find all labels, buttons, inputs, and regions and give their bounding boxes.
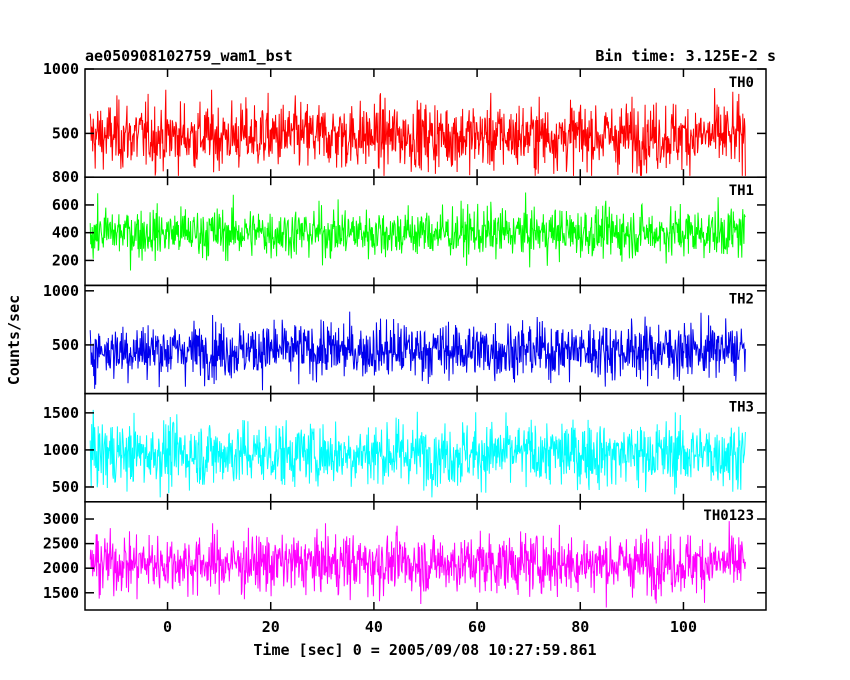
series-line-th3 bbox=[89, 409, 746, 498]
panel-label-th0123: TH0123 bbox=[703, 508, 754, 524]
panel-label-th1: TH1 bbox=[729, 183, 754, 199]
panel-th2: 500 1000 TH2 bbox=[43, 282, 767, 395]
x-tick-label: 100 bbox=[670, 618, 697, 636]
y-tick-label-th0123: 3000 bbox=[43, 510, 79, 528]
y-tick-label-th0123: 2000 bbox=[43, 559, 79, 577]
y-tick-label-th2: 500 bbox=[52, 336, 79, 354]
panels: 500 1000 TH0 200 400 600 800 TH1 500 1000 TH2 500 10… bbox=[43, 60, 767, 611]
x-tick-label: 0 bbox=[163, 618, 172, 636]
y-tick-label-th1: 200 bbox=[52, 251, 79, 269]
x-tick-labels: 0 20 40 60 80 100 bbox=[163, 618, 697, 636]
y-tick-label-th1: 400 bbox=[52, 224, 79, 242]
chart-title: ae050908102759_wam1_bst bbox=[85, 47, 293, 65]
panel-label-th3: TH3 bbox=[729, 400, 754, 416]
panel-label-th0: TH0 bbox=[729, 75, 754, 91]
panel-label-th2: TH2 bbox=[729, 291, 754, 307]
y-tick-label-th0123: 2500 bbox=[43, 535, 79, 553]
x-tick-label: 20 bbox=[262, 618, 280, 636]
y-tick-label-th1: 800 bbox=[52, 168, 79, 186]
y-axis-label: Counts/sec bbox=[5, 295, 23, 385]
panel-th0: 500 1000 TH0 bbox=[43, 60, 767, 178]
x-tick-label: 40 bbox=[365, 618, 383, 636]
x-axis-label: Time [sec] 0 = 2005/09/08 10:27:59.861 bbox=[253, 641, 596, 659]
series-line-th0123 bbox=[89, 521, 746, 608]
panel-frame-th0123 bbox=[84, 501, 767, 611]
x-tick-label: 80 bbox=[571, 618, 589, 636]
y-tick-label-th0: 1000 bbox=[43, 60, 79, 78]
panel-th3: 500 1000 1500 TH3 bbox=[43, 392, 767, 503]
y-tick-label-th0123: 1500 bbox=[43, 584, 79, 602]
y-tick-label-th0: 500 bbox=[52, 124, 79, 142]
panel-frame-th2 bbox=[84, 284, 767, 395]
x-tick-label: 60 bbox=[468, 618, 486, 636]
y-tick-label-th3: 1500 bbox=[43, 404, 79, 422]
y-tick-label-th2: 1000 bbox=[43, 282, 79, 300]
bin-time-label: Bin time: 3.125E-2 s bbox=[595, 47, 776, 65]
y-tick-label-th3: 500 bbox=[52, 478, 79, 496]
series-line-th0 bbox=[89, 88, 746, 176]
panel-th0123: 1500 2000 2500 3000 TH0123 bbox=[43, 501, 767, 611]
y-tick-label-th1: 600 bbox=[52, 196, 79, 214]
y-tick-label-th3: 1000 bbox=[43, 441, 79, 459]
series-line-th1 bbox=[89, 192, 746, 271]
series-line-th2 bbox=[89, 311, 746, 391]
panel-th1: 200 400 600 800 TH1 bbox=[52, 168, 767, 287]
